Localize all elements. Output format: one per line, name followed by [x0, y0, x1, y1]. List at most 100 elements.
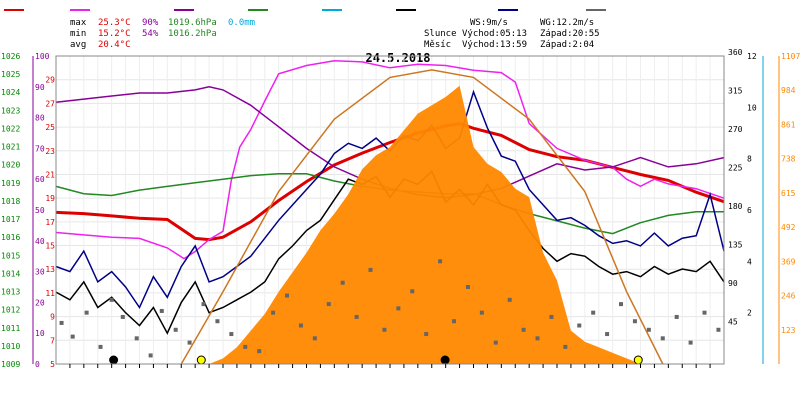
wind-dir-point-41	[619, 302, 624, 307]
moon-marker-2	[440, 355, 450, 365]
ms-tick-0: 2	[747, 309, 752, 318]
wm2-tick-3: 492	[781, 223, 796, 232]
hpa-tick-12: 1021	[1, 143, 20, 152]
wind-dir-point-19	[312, 336, 317, 341]
hpa-tick-10: 1019	[1, 179, 20, 188]
series-line-7	[180, 69, 664, 365]
pct-tick-10: 100	[35, 52, 50, 61]
wind-dir-point-36	[549, 314, 554, 319]
stat-avg-label: avg	[70, 40, 86, 50]
wind-dir-point-35	[535, 336, 540, 341]
wind-dir-point-16	[271, 310, 276, 315]
wind-dir-point-4	[109, 297, 114, 302]
temp-tick-11: 27	[45, 99, 55, 108]
stat-moon-label: Měsíc	[424, 40, 451, 50]
hpa-tick-7: 1016	[1, 233, 20, 242]
wm2-tick-4: 615	[781, 189, 796, 198]
wind-dir-point-39	[591, 310, 596, 315]
hpa-tick-15: 1024	[1, 88, 20, 97]
stat-max-press: 1019.6hPa	[168, 18, 217, 28]
ms-tick-2: 6	[747, 206, 752, 215]
wind-dir-point-14	[243, 344, 248, 349]
stat-avg-temp: 20.4°C	[98, 40, 131, 50]
wind-dir-point-1	[70, 334, 75, 339]
hpa-tick-11: 1020	[1, 161, 20, 170]
pct-tick-1: 10	[35, 329, 45, 338]
hpa-tick-13: 1022	[1, 124, 20, 133]
stat-sun-rise: Východ:05:13	[462, 29, 527, 39]
wind-dir-point-20	[326, 302, 331, 307]
pct-tick-0: 0	[35, 360, 40, 369]
ms-tick-4: 10	[747, 103, 757, 112]
stat-moon-rise: Východ:13:59	[462, 40, 527, 50]
wind-dir-point-33	[507, 297, 512, 302]
stat-min-hum: 54%	[142, 29, 159, 39]
temp-tick-7: 19	[45, 194, 55, 203]
deg-tick-6: 90	[728, 279, 738, 288]
wind-dir-point-44	[660, 336, 665, 341]
wind-dir-point-31	[479, 310, 484, 315]
hpa-tick-3: 1012	[1, 306, 20, 315]
stat-max-label: max	[70, 18, 87, 28]
wm2-tick-7: 984	[781, 86, 796, 95]
wm2-tick-6: 861	[781, 120, 796, 129]
ms-tick-3: 8	[747, 155, 752, 164]
stat-moon-set: Západ:2:04	[540, 40, 594, 50]
wind-dir-point-7	[148, 353, 153, 358]
stat-rain: 0.0mm	[228, 18, 255, 28]
wind-dir-point-11	[201, 302, 206, 307]
series-solar-area	[209, 85, 641, 365]
ms-tick-5: 12	[747, 52, 757, 61]
wind-dir-point-48	[716, 327, 721, 332]
stat-max-temp: 25.3°C	[98, 18, 131, 28]
ms-tick-1: 4	[747, 257, 752, 266]
deg-tick-4: 180	[728, 202, 743, 211]
stat-sun-set: Západ:20:55	[540, 29, 600, 39]
stat-ws: WS:9m/s	[470, 18, 508, 28]
wind-dir-point-18	[298, 323, 303, 328]
hpa-tick-0: 1009	[1, 360, 20, 369]
temp-tick-10: 25	[45, 123, 55, 132]
stat-sun-label: Slunce	[424, 29, 457, 39]
pct-tick-9: 90	[35, 83, 45, 92]
wind-dir-point-28	[438, 259, 443, 264]
wind-dir-point-2	[84, 310, 89, 315]
wind-dir-point-15	[257, 349, 262, 354]
wind-dir-point-21	[340, 280, 345, 285]
sun-marker-1	[196, 355, 206, 365]
wind-dir-point-45	[674, 314, 679, 319]
wind-dir-point-26	[410, 289, 415, 294]
wind-dir-point-13	[229, 332, 234, 337]
wm2-tick-0: 123	[781, 326, 796, 335]
deg-tick-7: 45	[728, 318, 738, 327]
wind-dir-point-22	[354, 314, 359, 319]
wind-dir-point-46	[688, 340, 693, 345]
wind-dir-point-34	[521, 327, 526, 332]
stat-max-hum: 90%	[142, 18, 159, 28]
temp-tick-6: 17	[45, 218, 55, 227]
deg-tick-0: 360	[728, 48, 743, 57]
wind-dir-point-32	[493, 340, 498, 345]
deg-tick-1: 315	[728, 87, 743, 96]
wm2-tick-5: 738	[781, 155, 796, 164]
wind-dir-point-37	[563, 344, 568, 349]
wm2-tick-1: 246	[781, 292, 796, 301]
deg-tick-2: 270	[728, 125, 743, 134]
stat-min-temp: 15.2°C	[98, 29, 131, 39]
temp-tick-8: 21	[45, 170, 55, 179]
wind-dir-point-17	[285, 293, 290, 298]
wind-dir-point-24	[382, 327, 387, 332]
deg-tick-5: 135	[728, 241, 743, 250]
temp-tick-1: 7	[50, 336, 55, 345]
wm2-tick-8: 1107	[781, 52, 800, 61]
wind-dir-point-9	[173, 327, 178, 332]
stat-min-label: min	[70, 29, 86, 39]
hpa-tick-9: 1018	[1, 197, 20, 206]
wind-dir-point-23	[368, 267, 373, 272]
deg-tick-3: 225	[728, 164, 743, 173]
pct-tick-7: 70	[35, 144, 45, 153]
stat-min-press: 1016.2hPa	[168, 29, 217, 39]
wind-dir-point-29	[452, 319, 457, 324]
wind-dir-point-40	[605, 332, 610, 337]
temp-tick-9: 23	[45, 147, 55, 156]
